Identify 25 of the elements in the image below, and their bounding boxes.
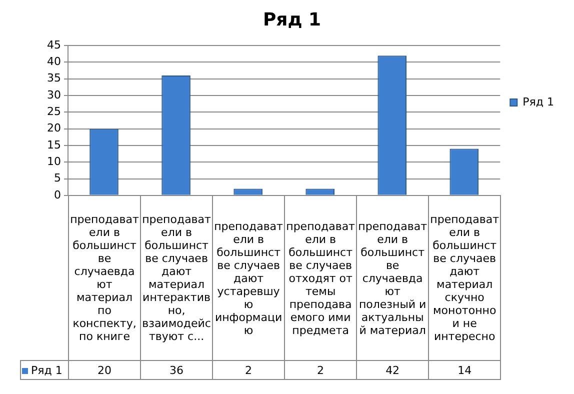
y-tick-label: 30: [47, 88, 61, 102]
category-label: преподаватели в большинстве случаев отходят от темы преподаваемого ими предмета: [286, 220, 355, 337]
y-tick-label: 35: [47, 72, 61, 85]
chart-title: Ряд 1: [262, 9, 322, 30]
data-label: 14: [428, 360, 501, 380]
data-label: 42: [356, 360, 429, 380]
category-label: преподаватели в большинстве случаевдают материал по конспекту, по книге: [70, 213, 139, 344]
y-tick-label: 5: [54, 172, 61, 185]
y-tick-label: 0: [54, 188, 61, 202]
data-label: 2: [212, 360, 285, 380]
y-tick-label: 40: [47, 55, 61, 68]
category-label: преподаватели в большинстве случаев дают устаревшую информацию: [214, 220, 283, 337]
y-tick-label: 25: [47, 105, 61, 118]
y-tick-label: 15: [47, 138, 61, 152]
y-tick-label: 10: [47, 154, 61, 168]
category-label: преподаватели в большинстве случаев дают материал интерактивно, взаимодействуют с...: [142, 213, 211, 344]
category-label: преподаватели в большинстве случаев дают материал скучно монотонно и не интересно: [430, 213, 499, 344]
text: Ряд 1: [31, 364, 62, 377]
data-label: 36: [140, 360, 213, 380]
data-label: 2: [284, 360, 357, 380]
y-tick-label: 45: [47, 38, 61, 52]
y-tick-label: 20: [47, 122, 61, 135]
data-label: 20: [68, 360, 141, 380]
category-label: преподаватели в большинстве случаевдают полезный и актуальный материал: [358, 220, 427, 337]
legend-label: Ряд 1: [522, 95, 554, 108]
